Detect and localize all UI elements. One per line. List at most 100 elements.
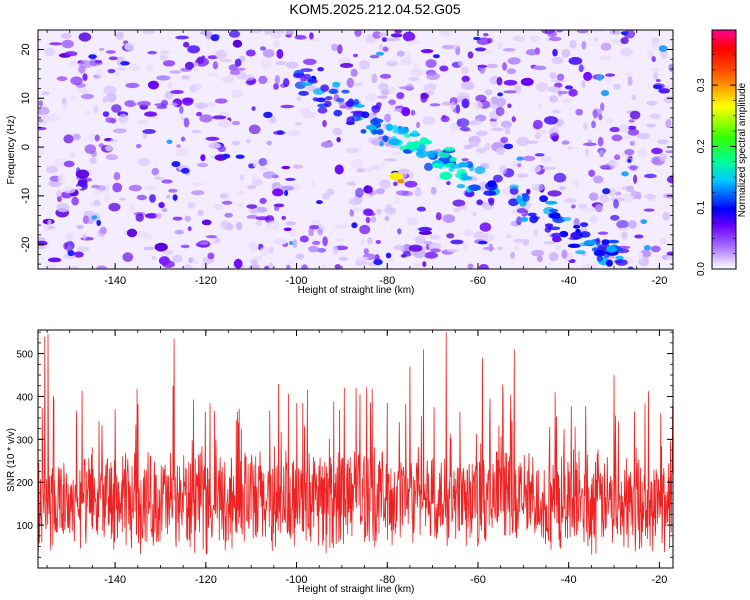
- heatmap-noise-cell: [232, 39, 243, 48]
- heatmap-noise-cell: [187, 202, 196, 209]
- heatmap-noise-cell: [552, 48, 558, 57]
- heatmap-noise-cell: [310, 179, 316, 187]
- heatmap-noise-cell: [450, 101, 456, 110]
- heatmap-noise-cell: [569, 40, 577, 49]
- heatmap-noise-cell: [611, 38, 619, 44]
- heatmap-noise-cell: [320, 141, 334, 148]
- heatmap-trail-cell: [539, 195, 548, 203]
- heatmap-trail-cell: [509, 186, 519, 195]
- heatmap-noise-cell: [250, 30, 263, 34]
- heatmap-noise-cell: [384, 206, 397, 216]
- heatmap-noise-cell: [283, 78, 290, 87]
- heatmap-trail-cell: [438, 162, 444, 170]
- heatmap-noise-cell: [549, 132, 560, 141]
- heatmap-noise-cell: [446, 181, 451, 186]
- heatmap-spot: [621, 171, 629, 177]
- heatmap-noise-cell: [605, 117, 614, 125]
- heatmap-noise-cell: [248, 124, 261, 135]
- heatmap-noise-cell: [135, 144, 142, 149]
- heatmap-noise-cell: [38, 106, 50, 116]
- heatmap-noise-cell: [98, 47, 105, 51]
- heatmap-noise-cell: [388, 99, 396, 105]
- heatmap-noise-cell: [399, 86, 413, 90]
- heatmap-noise-cell: [381, 161, 386, 168]
- heatmap-spot: [171, 161, 181, 168]
- heatmap-noise-cell: [533, 228, 539, 236]
- heatmap-noise-cell: [251, 106, 256, 111]
- heatmap-noise-cell: [396, 92, 405, 100]
- heatmap-spot: [166, 139, 173, 144]
- heatmap-noise-cell: [600, 102, 605, 112]
- heatmap-noise-cell: [275, 61, 287, 66]
- heatmap-spot: [375, 51, 384, 56]
- heatmap-peak-core: [397, 179, 405, 184]
- heatmap-noise-cell: [626, 185, 634, 192]
- heatmap-noise-cell: [442, 214, 455, 223]
- heatmap-noise-cell: [65, 232, 74, 242]
- heatmap-noise-cell: [513, 238, 524, 243]
- heatmap-noise-cell: [453, 207, 461, 213]
- heatmap-trail-cell: [474, 166, 486, 175]
- heatmap-noise-cell: [312, 240, 321, 245]
- heatmap-noise-cell: [93, 105, 99, 114]
- heatmap-noise-cell: [248, 241, 259, 252]
- heatmap-noise-cell: [487, 233, 495, 242]
- heatmap-noise-cell: [84, 110, 91, 115]
- heatmap-noise-cell: [231, 140, 241, 146]
- snr-x-axis: -140 -120 -100 -80 -60 -40 -20: [46, 330, 667, 586]
- heatmap-noise-cell: [301, 264, 308, 269]
- heatmap-noise-cell: [276, 49, 284, 59]
- heatmap-noise-cell: [371, 139, 382, 146]
- heatmap-noise-cell: [553, 172, 567, 183]
- heatmap-noise-cell: [117, 67, 126, 71]
- heatmap-noise-cell: [197, 209, 204, 216]
- heatmap-noise-cell: [651, 56, 656, 63]
- heatmap-trail-cell: [392, 124, 399, 134]
- heatmap-noise-cell: [643, 208, 655, 212]
- heatmap-noise-cell: [78, 60, 92, 69]
- heatmap-trail-cell: [562, 217, 572, 221]
- heatmap-noise-cell: [287, 30, 294, 34]
- heatmap-noise-cell: [599, 149, 604, 158]
- heatmap-noise-cell: [63, 134, 74, 144]
- heatmap-noise-cell: [283, 227, 292, 232]
- heatmap-spot: [385, 252, 392, 259]
- heatmap-noise-cell: [208, 142, 221, 149]
- heatmap-noise-cell: [184, 61, 194, 70]
- heatmap-spot: [516, 156, 524, 161]
- heatmap-noise-cell: [258, 167, 269, 171]
- heatmap-noise-cell: [358, 82, 364, 87]
- heatmap-noise-cell: [567, 146, 573, 150]
- heatmap-noise-cell: [482, 246, 495, 251]
- heatmap-noise-cell: [476, 37, 491, 45]
- heatmap-noise-cell: [168, 102, 178, 107]
- heatmap-noise-cell: [245, 49, 256, 57]
- heatmap-noise-cell: [76, 224, 84, 230]
- heatmap-noise-cell: [627, 220, 637, 229]
- heatmap-noise-cell: [384, 215, 390, 221]
- heatmap-noise-cell: [82, 233, 87, 240]
- heatmap-noise-cell: [174, 229, 184, 235]
- heatmap-trail-cell: [316, 97, 326, 103]
- heatmap-noise-cell: [169, 70, 182, 74]
- heatmap-noise-cell: [420, 49, 434, 54]
- heatmap-noise-cell: [402, 31, 416, 42]
- heatmap-noise-cell: [180, 244, 190, 249]
- heatmap-noise-cell: [354, 30, 362, 37]
- heatmap-noise-cell: [285, 221, 297, 226]
- heatmap-noise-cell: [321, 192, 331, 200]
- heatmap-spot: [640, 219, 648, 225]
- heatmap-noise-cell: [108, 56, 119, 61]
- heatmap-noise-cell: [662, 211, 670, 221]
- heatmap-noise-cell: [287, 130, 301, 137]
- heatmap-noise-cell: [63, 186, 76, 194]
- heatmap-noise-cell: [575, 108, 583, 116]
- heatmap-frame: [37, 29, 674, 270]
- heatmap-trail-cell: [483, 190, 497, 197]
- heatmap-noise-cell: [507, 103, 512, 109]
- heatmap-noise-cell: [159, 54, 168, 61]
- heatmap-noise-cell: [522, 155, 536, 162]
- heatmap-trail-cell: [605, 245, 617, 253]
- heatmap-noise-cell: [181, 75, 190, 80]
- heatmap-noise-cell: [644, 193, 656, 200]
